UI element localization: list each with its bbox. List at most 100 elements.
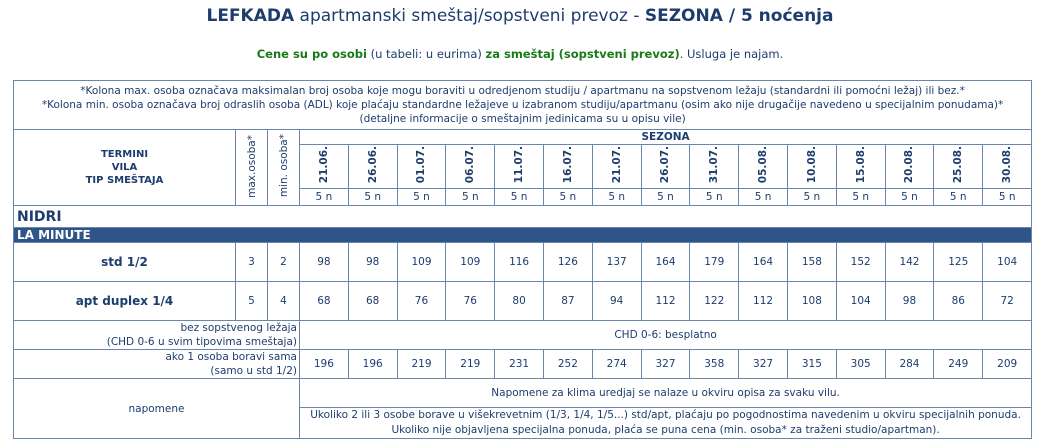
price-cell: 179 <box>689 242 740 282</box>
price-table: *Kolona max. osoba označava maksimalan b… <box>12 80 1033 439</box>
remarks-row: napomene Napomene za klima uredjaj se na… <box>13 378 1033 439</box>
notes-row: *Kolona max. osoba označava maksimalan b… <box>12 80 1033 130</box>
min-persons-label: min. osoba* <box>277 134 290 198</box>
date-header: 20.08. <box>884 144 935 189</box>
nights-cell: 5 n <box>542 188 593 206</box>
single-price-cell: 315 <box>786 349 837 379</box>
price-cell: 98 <box>347 242 398 282</box>
season-header: SEZONA <box>298 129 1033 145</box>
date-header: 11.07. <box>494 144 544 189</box>
header-max-persons: max.osoba* <box>235 129 268 206</box>
date-header: 26.06. <box>347 144 398 189</box>
nights-cell: 5 n <box>396 188 447 206</box>
price-cell: 87 <box>542 281 593 321</box>
notes-cell: *Kolona max. osoba označava maksimalan b… <box>12 80 1033 130</box>
room-max-persons: 3 <box>235 242 268 282</box>
villa-row: NIDRI <box>12 205 1033 228</box>
nights-cell: 5 n <box>640 188 691 206</box>
price-cell: 125 <box>933 242 984 282</box>
no-bed-row: bez sopstvenog ležaja (CHD 0-6 u svim ti… <box>13 320 1033 350</box>
date-label: 10.08. <box>805 146 818 184</box>
date-label: 26.06. <box>366 146 379 184</box>
single-label-line1: ako 1 osoba boravi sama <box>165 351 297 363</box>
category-la-minute: LA MINUTE <box>12 227 1033 243</box>
date-label: 16.07. <box>561 146 574 184</box>
date-header: 21.06. <box>299 144 349 189</box>
room-type-name: apt duplex 1/4 <box>13 281 236 321</box>
subtitle-service: . Usluga je najam. <box>679 47 784 61</box>
header-min-persons: min. osoba* <box>267 129 300 206</box>
date-label: 21.07. <box>610 146 623 184</box>
date-row: 21.06. 26.06. 01.07. 06.07. 11.07. 16.07. 21.0… <box>14 144 1033 189</box>
nights-cell: 5 n <box>884 188 935 206</box>
date-label: 21.06. <box>317 146 330 184</box>
date-header: 05.08. <box>738 144 788 189</box>
nights-cell: 5 n <box>299 188 349 206</box>
price-cell: 152 <box>835 242 886 282</box>
note-details: (detaljne informacije o smeštajnim jedin… <box>359 113 686 125</box>
single-price-cell: 358 <box>689 349 740 379</box>
date-label: 05.08. <box>757 146 770 184</box>
date-label: 20.08. <box>903 146 916 184</box>
price-cell: 109 <box>396 242 447 282</box>
single-price-cell: 249 <box>933 349 984 379</box>
price-cell: 122 <box>689 281 740 321</box>
date-header: 25.08. <box>933 144 984 189</box>
table-row: std 1/2 3 2 98 98 109 109 116 126 137 164 179 164 158… <box>13 242 1033 282</box>
single-price-cell: 196 <box>299 349 349 379</box>
remark-ac: Napomene za klima uredjaj se nalaze u ok… <box>298 378 1033 408</box>
table-row: apt duplex 1/4 5 4 68 68 76 76 80 87 94 112 122 112 1… <box>13 281 1033 321</box>
single-supplement-row: ako 1 osoba boravi sama (samo u std 1/2)… <box>13 349 1033 379</box>
price-cell: 116 <box>494 242 544 282</box>
single-price-cell: 305 <box>835 349 886 379</box>
nights-cell: 5 n <box>933 188 984 206</box>
date-header: 16.07. <box>542 144 593 189</box>
date-label: 31.07. <box>708 146 721 184</box>
date-label: 26.07. <box>659 146 672 184</box>
header-termini: TERMINI <box>100 149 149 160</box>
remarks-label: napomene <box>13 378 300 439</box>
single-price-cell: 219 <box>396 349 447 379</box>
date-label: 30.08. <box>1001 146 1014 184</box>
single-price-cell: 284 <box>884 349 935 379</box>
price-info-subtitle: Cene su po osobi (u tabeli: u eurima) za… <box>0 47 1040 61</box>
room-min-persons: 2 <box>267 242 300 282</box>
price-cell: 98 <box>299 242 349 282</box>
date-header: 01.07. <box>396 144 447 189</box>
nights-cell: 5 n <box>738 188 788 206</box>
date-header: 06.07. <box>445 144 496 189</box>
price-cell: 104 <box>835 281 886 321</box>
date-label: 11.07. <box>513 146 526 184</box>
single-price-cell: 196 <box>347 349 398 379</box>
price-cell: 158 <box>786 242 837 282</box>
price-cell: 76 <box>396 281 447 321</box>
nights-cell: 5 n <box>494 188 544 206</box>
price-cell: 98 <box>884 281 935 321</box>
price-cell: 72 <box>982 281 1033 321</box>
no-bed-label: bez sopstvenog ležaja (CHD 0-6 u svim ti… <box>13 320 300 350</box>
price-cell: 112 <box>738 281 788 321</box>
note-min-persons: *Kolona min. osoba označava broj odrasli… <box>41 99 1004 111</box>
price-cell: 126 <box>542 242 593 282</box>
note-max-persons: *Kolona max. osoba označava maksimalan b… <box>80 85 965 97</box>
price-cell: 112 <box>640 281 691 321</box>
single-label-line2: (samo u std 1/2) <box>210 365 297 377</box>
nights-cell: 5 n <box>347 188 398 206</box>
title-season: SEZONA / 5 noćenja <box>644 6 834 26</box>
price-cell: 164 <box>640 242 691 282</box>
header-tip-smestaja: TIP SMEŠTAJA <box>85 175 164 186</box>
room-min-persons: 4 <box>267 281 300 321</box>
date-header: 15.08. <box>835 144 886 189</box>
remark-special-offers: Ukoliko 2 ili 3 osobe borave u višekreve… <box>298 407 1033 439</box>
price-cell: 104 <box>982 242 1033 282</box>
title-description: apartmanski smeštaj/sopstveni prevoz - <box>294 6 645 26</box>
remark-multi-bed: Ukoliko 2 ili 3 osobe borave u višekreve… <box>310 409 1021 421</box>
price-cell: 108 <box>786 281 837 321</box>
date-label: 01.07. <box>415 146 428 184</box>
subtitle-currency: (u tabeli: u eurima) <box>366 47 486 61</box>
date-label: 25.08. <box>952 146 965 184</box>
no-bed-label-line1: bez sopstvenog ležaja <box>180 322 297 334</box>
date-label: 06.07. <box>464 146 477 184</box>
price-cell: 109 <box>445 242 496 282</box>
date-header: 21.07. <box>591 144 642 189</box>
